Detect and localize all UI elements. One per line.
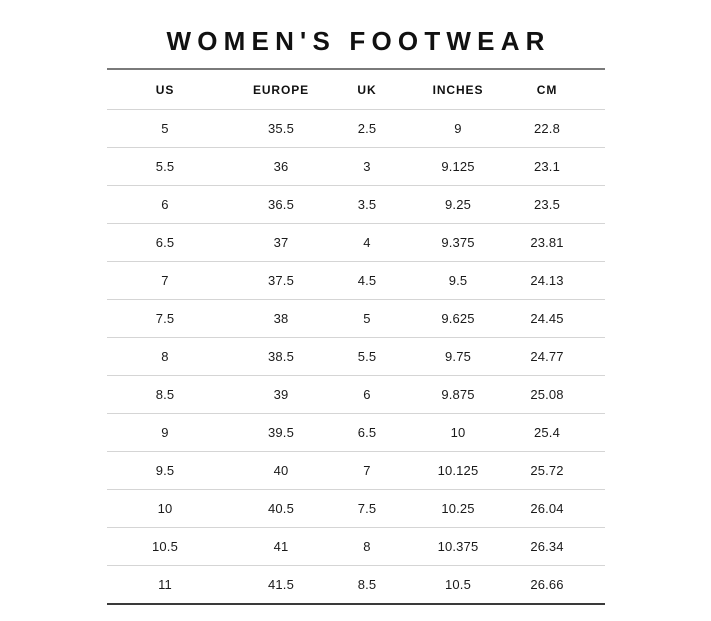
table-row: 9 39.5 6.5 10 25.4: [107, 414, 605, 452]
cell-us: 8.5: [155, 387, 175, 402]
cell-europe: 40: [273, 463, 289, 478]
cell-cm: 22.8: [534, 121, 560, 136]
cell-inches: 10.125: [437, 463, 479, 478]
table-row: 5.5 36 3 9.125 23.1: [107, 148, 605, 186]
cell-cm: 25.72: [530, 463, 564, 478]
cell-uk: 4: [363, 235, 371, 250]
table-row: 10.5 41 8 10.375 26.34: [107, 528, 605, 566]
cell-inches: 9.375: [441, 235, 475, 250]
table-row: 5 35.5 2.5 9 22.8: [107, 110, 605, 148]
cell-europe: 36.5: [268, 197, 294, 212]
table-row: 8 38.5 5.5 9.75 24.77: [107, 338, 605, 376]
cell-inches: 9.75: [445, 349, 471, 364]
cell-europe: 37.5: [268, 273, 294, 288]
page-title: WOMEN'S FOOTWEAR: [166, 26, 551, 56]
cell-inches: 9.875: [441, 387, 475, 402]
table-row: 7 37.5 4.5 9.5 24.13: [107, 262, 605, 300]
column-header-us: US: [155, 82, 175, 97]
cell-uk: 2.5: [357, 121, 377, 136]
cell-cm: 25.4: [534, 425, 560, 440]
table-row: 10 40.5 7.5 10.25 26.04: [107, 490, 605, 528]
column-header-inches: INCHES: [432, 82, 484, 97]
cell-uk: 8: [363, 539, 371, 554]
table-header: US EUROPE UK INCHES CM: [107, 69, 605, 110]
cell-inches: 9.5: [448, 273, 468, 288]
cell-us: 9: [161, 425, 169, 440]
cell-cm: 24.45: [530, 311, 564, 326]
cell-us: 10: [157, 501, 173, 516]
cell-uk: 5: [363, 311, 371, 326]
table-row: 11 41.5 8.5 10.5 26.66: [107, 566, 605, 604]
cell-europe: 41: [273, 539, 289, 554]
cell-us: 8: [161, 349, 169, 364]
cell-inches: 10: [450, 425, 466, 440]
cell-cm: 26.66: [530, 577, 564, 592]
table-row: 9.5 40 7 10.125 25.72: [107, 452, 605, 490]
cell-uk: 3.5: [357, 197, 377, 212]
cell-europe: 36: [273, 159, 289, 174]
cell-us: 6: [161, 197, 169, 212]
column-header-uk: UK: [357, 82, 377, 97]
cell-cm: 24.13: [530, 273, 564, 288]
cell-us: 7: [161, 273, 169, 288]
cell-uk: 8.5: [357, 577, 377, 592]
table-body: 5 35.5 2.5 9 22.8 5.5 36 3 9.125 23.1 6 36.5 3.5 9.25…: [107, 110, 605, 604]
cell-uk: 7: [363, 463, 371, 478]
cell-cm: 23.81: [530, 235, 564, 250]
cell-uk: 3: [363, 159, 371, 174]
cell-inches: 9.125: [441, 159, 475, 174]
cell-europe: 38.5: [268, 349, 294, 364]
cell-cm: 26.34: [530, 539, 564, 554]
cell-europe: 37: [273, 235, 289, 250]
table-row: 6 36.5 3.5 9.25 23.5: [107, 186, 605, 224]
table-row: 6.5 37 4 9.375 23.81: [107, 224, 605, 262]
cell-cm: 23.1: [534, 159, 560, 174]
cell-europe: 41.5: [268, 577, 294, 592]
cell-cm: 26.04: [530, 501, 564, 516]
cell-inches: 10.25: [441, 501, 475, 516]
cell-europe: 35.5: [268, 121, 294, 136]
cell-europe: 39.5: [268, 425, 294, 440]
table-header-row: US EUROPE UK INCHES CM: [107, 69, 605, 110]
cell-us: 6.5: [155, 235, 175, 250]
table-row: 7.5 38 5 9.625 24.45: [107, 300, 605, 338]
cell-uk: 7.5: [357, 501, 377, 516]
cell-us: 5: [161, 121, 169, 136]
cell-cm: 23.5: [534, 197, 560, 212]
cell-inches: 10.375: [437, 539, 479, 554]
cell-uk: 6: [363, 387, 371, 402]
cell-us: 10.5: [152, 539, 178, 554]
size-table-container: US EUROPE UK INCHES CM 5 35.5 2.5 9 22.8 5.5 3…: [107, 68, 605, 605]
cell-europe: 39: [273, 387, 289, 402]
cell-us: 9.5: [155, 463, 175, 478]
cell-cm: 24.77: [530, 349, 564, 364]
size-conversion-table: US EUROPE UK INCHES CM 5 35.5 2.5 9 22.8 5.5 3…: [107, 68, 605, 605]
cell-uk: 5.5: [357, 349, 377, 364]
column-header-europe: EUROPE: [252, 82, 310, 97]
column-header-cm: CM: [536, 82, 558, 97]
cell-uk: 4.5: [357, 273, 377, 288]
cell-us: 5.5: [155, 159, 175, 174]
cell-uk: 6.5: [357, 425, 377, 440]
cell-europe: 40.5: [268, 501, 294, 516]
cell-europe: 38: [273, 311, 289, 326]
cell-inches: 9: [454, 121, 462, 136]
cell-inches: 9.25: [445, 197, 471, 212]
table-row: 8.5 39 6 9.875 25.08: [107, 376, 605, 414]
cell-inches: 9.625: [441, 311, 475, 326]
cell-inches: 10.5: [445, 577, 471, 592]
cell-cm: 25.08: [530, 387, 564, 402]
cell-us: 7.5: [155, 311, 175, 326]
cell-us: 11: [158, 577, 172, 592]
